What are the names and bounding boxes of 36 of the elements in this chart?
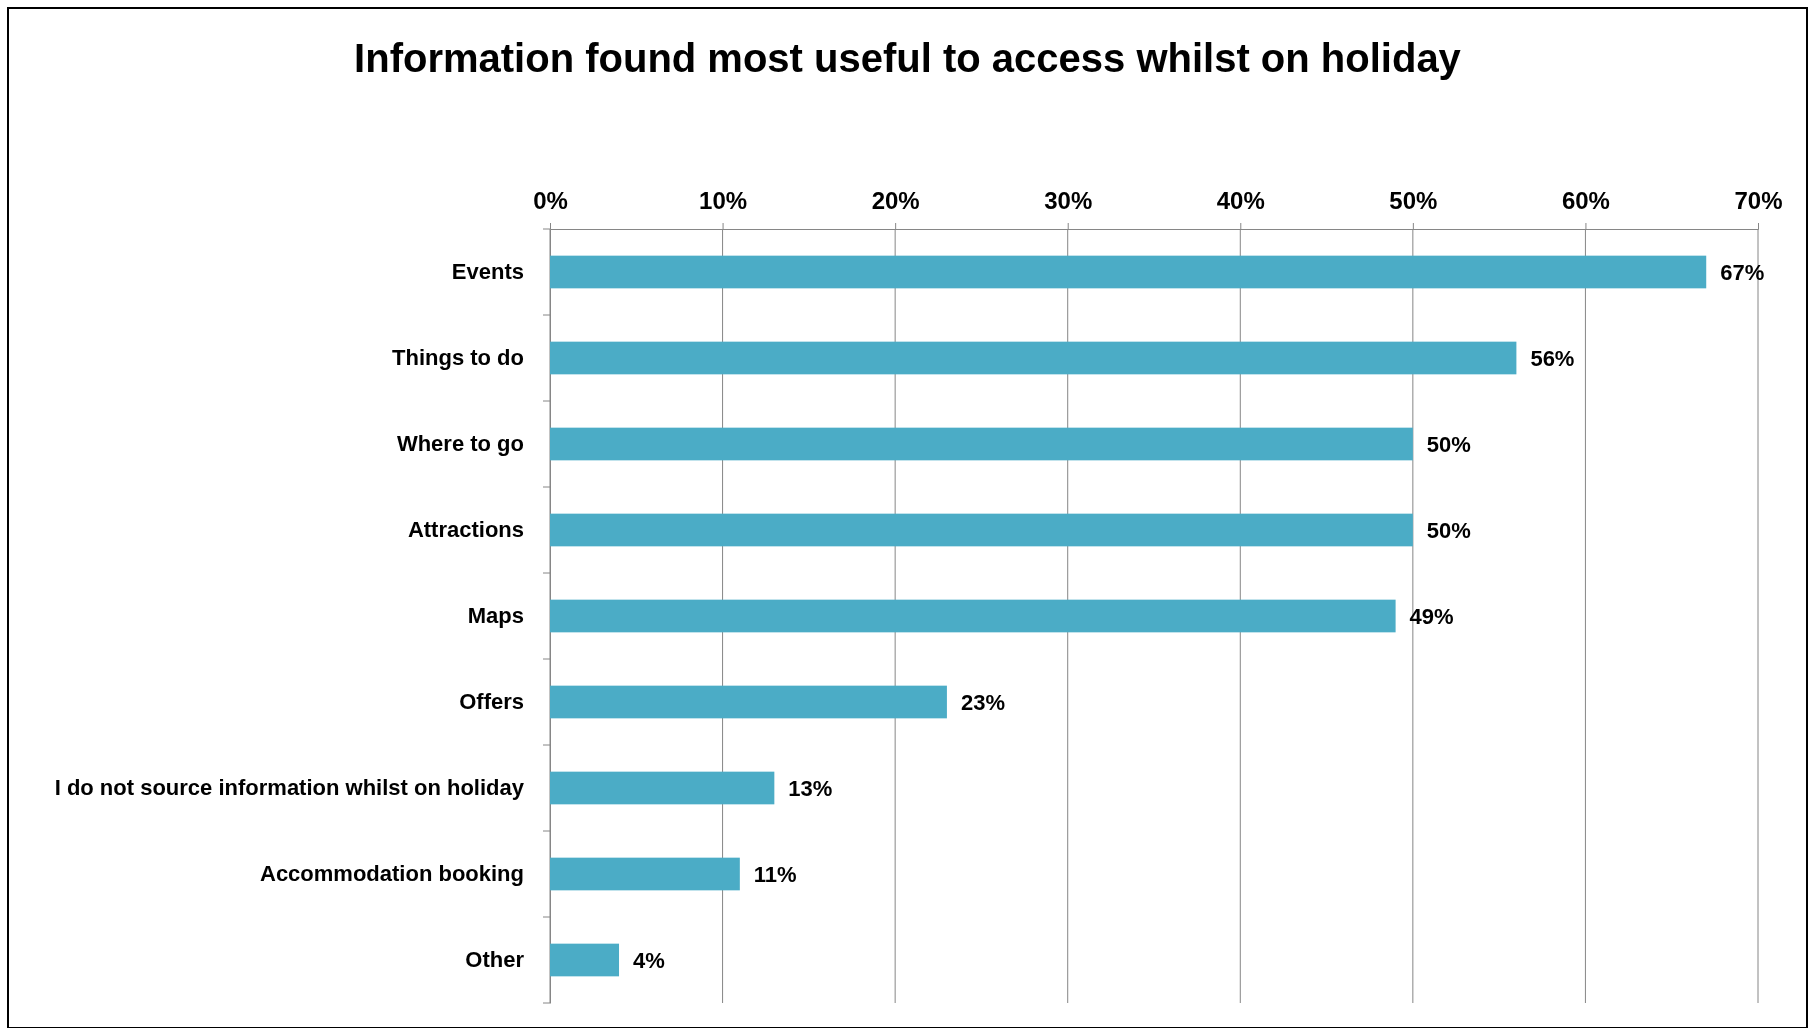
y-tick-label: Where to go bbox=[396, 431, 524, 457]
x-tick-label: 70% bbox=[1734, 187, 1783, 214]
data-label: 23% bbox=[960, 689, 1005, 715]
data-label: 50% bbox=[1426, 517, 1471, 543]
x-tick-label: 30% bbox=[1044, 187, 1093, 214]
x-tick-label: 20% bbox=[871, 187, 920, 214]
y-tick-label: I do not source information whilst on holiday bbox=[54, 775, 525, 801]
chart-title: Information found most useful to access whilst on holiday bbox=[354, 36, 1462, 80]
y-tick-label: Maps bbox=[467, 603, 524, 629]
y-tick-label: Offers bbox=[459, 689, 524, 715]
bar bbox=[550, 341, 1517, 375]
x-tick-label: 50% bbox=[1389, 187, 1438, 214]
bar bbox=[550, 771, 775, 805]
x-tick-label: 0% bbox=[533, 187, 568, 214]
data-label: 11% bbox=[753, 861, 797, 887]
bar bbox=[550, 255, 1707, 289]
bar bbox=[550, 685, 947, 719]
data-label: 49% bbox=[1409, 603, 1454, 629]
x-tick-label: 10% bbox=[699, 187, 748, 214]
data-label: 67% bbox=[1720, 259, 1765, 285]
y-tick-label: Events bbox=[451, 259, 524, 285]
y-tick-label: Accommodation booking bbox=[260, 861, 524, 887]
data-label: 4% bbox=[633, 947, 665, 973]
bar bbox=[550, 943, 620, 977]
data-label: 50% bbox=[1426, 431, 1471, 457]
bar bbox=[550, 599, 1396, 633]
y-tick-label: Attractions bbox=[407, 517, 524, 543]
x-tick-label: 40% bbox=[1216, 187, 1265, 214]
bar bbox=[550, 857, 740, 891]
x-tick-label: 60% bbox=[1561, 187, 1610, 214]
bar bbox=[550, 513, 1413, 547]
bar bbox=[550, 427, 1413, 461]
y-tick-label: Other bbox=[465, 947, 525, 973]
data-label: 13% bbox=[788, 775, 833, 801]
data-label: 56% bbox=[1530, 345, 1575, 371]
y-tick-label: Things to do bbox=[392, 345, 524, 371]
